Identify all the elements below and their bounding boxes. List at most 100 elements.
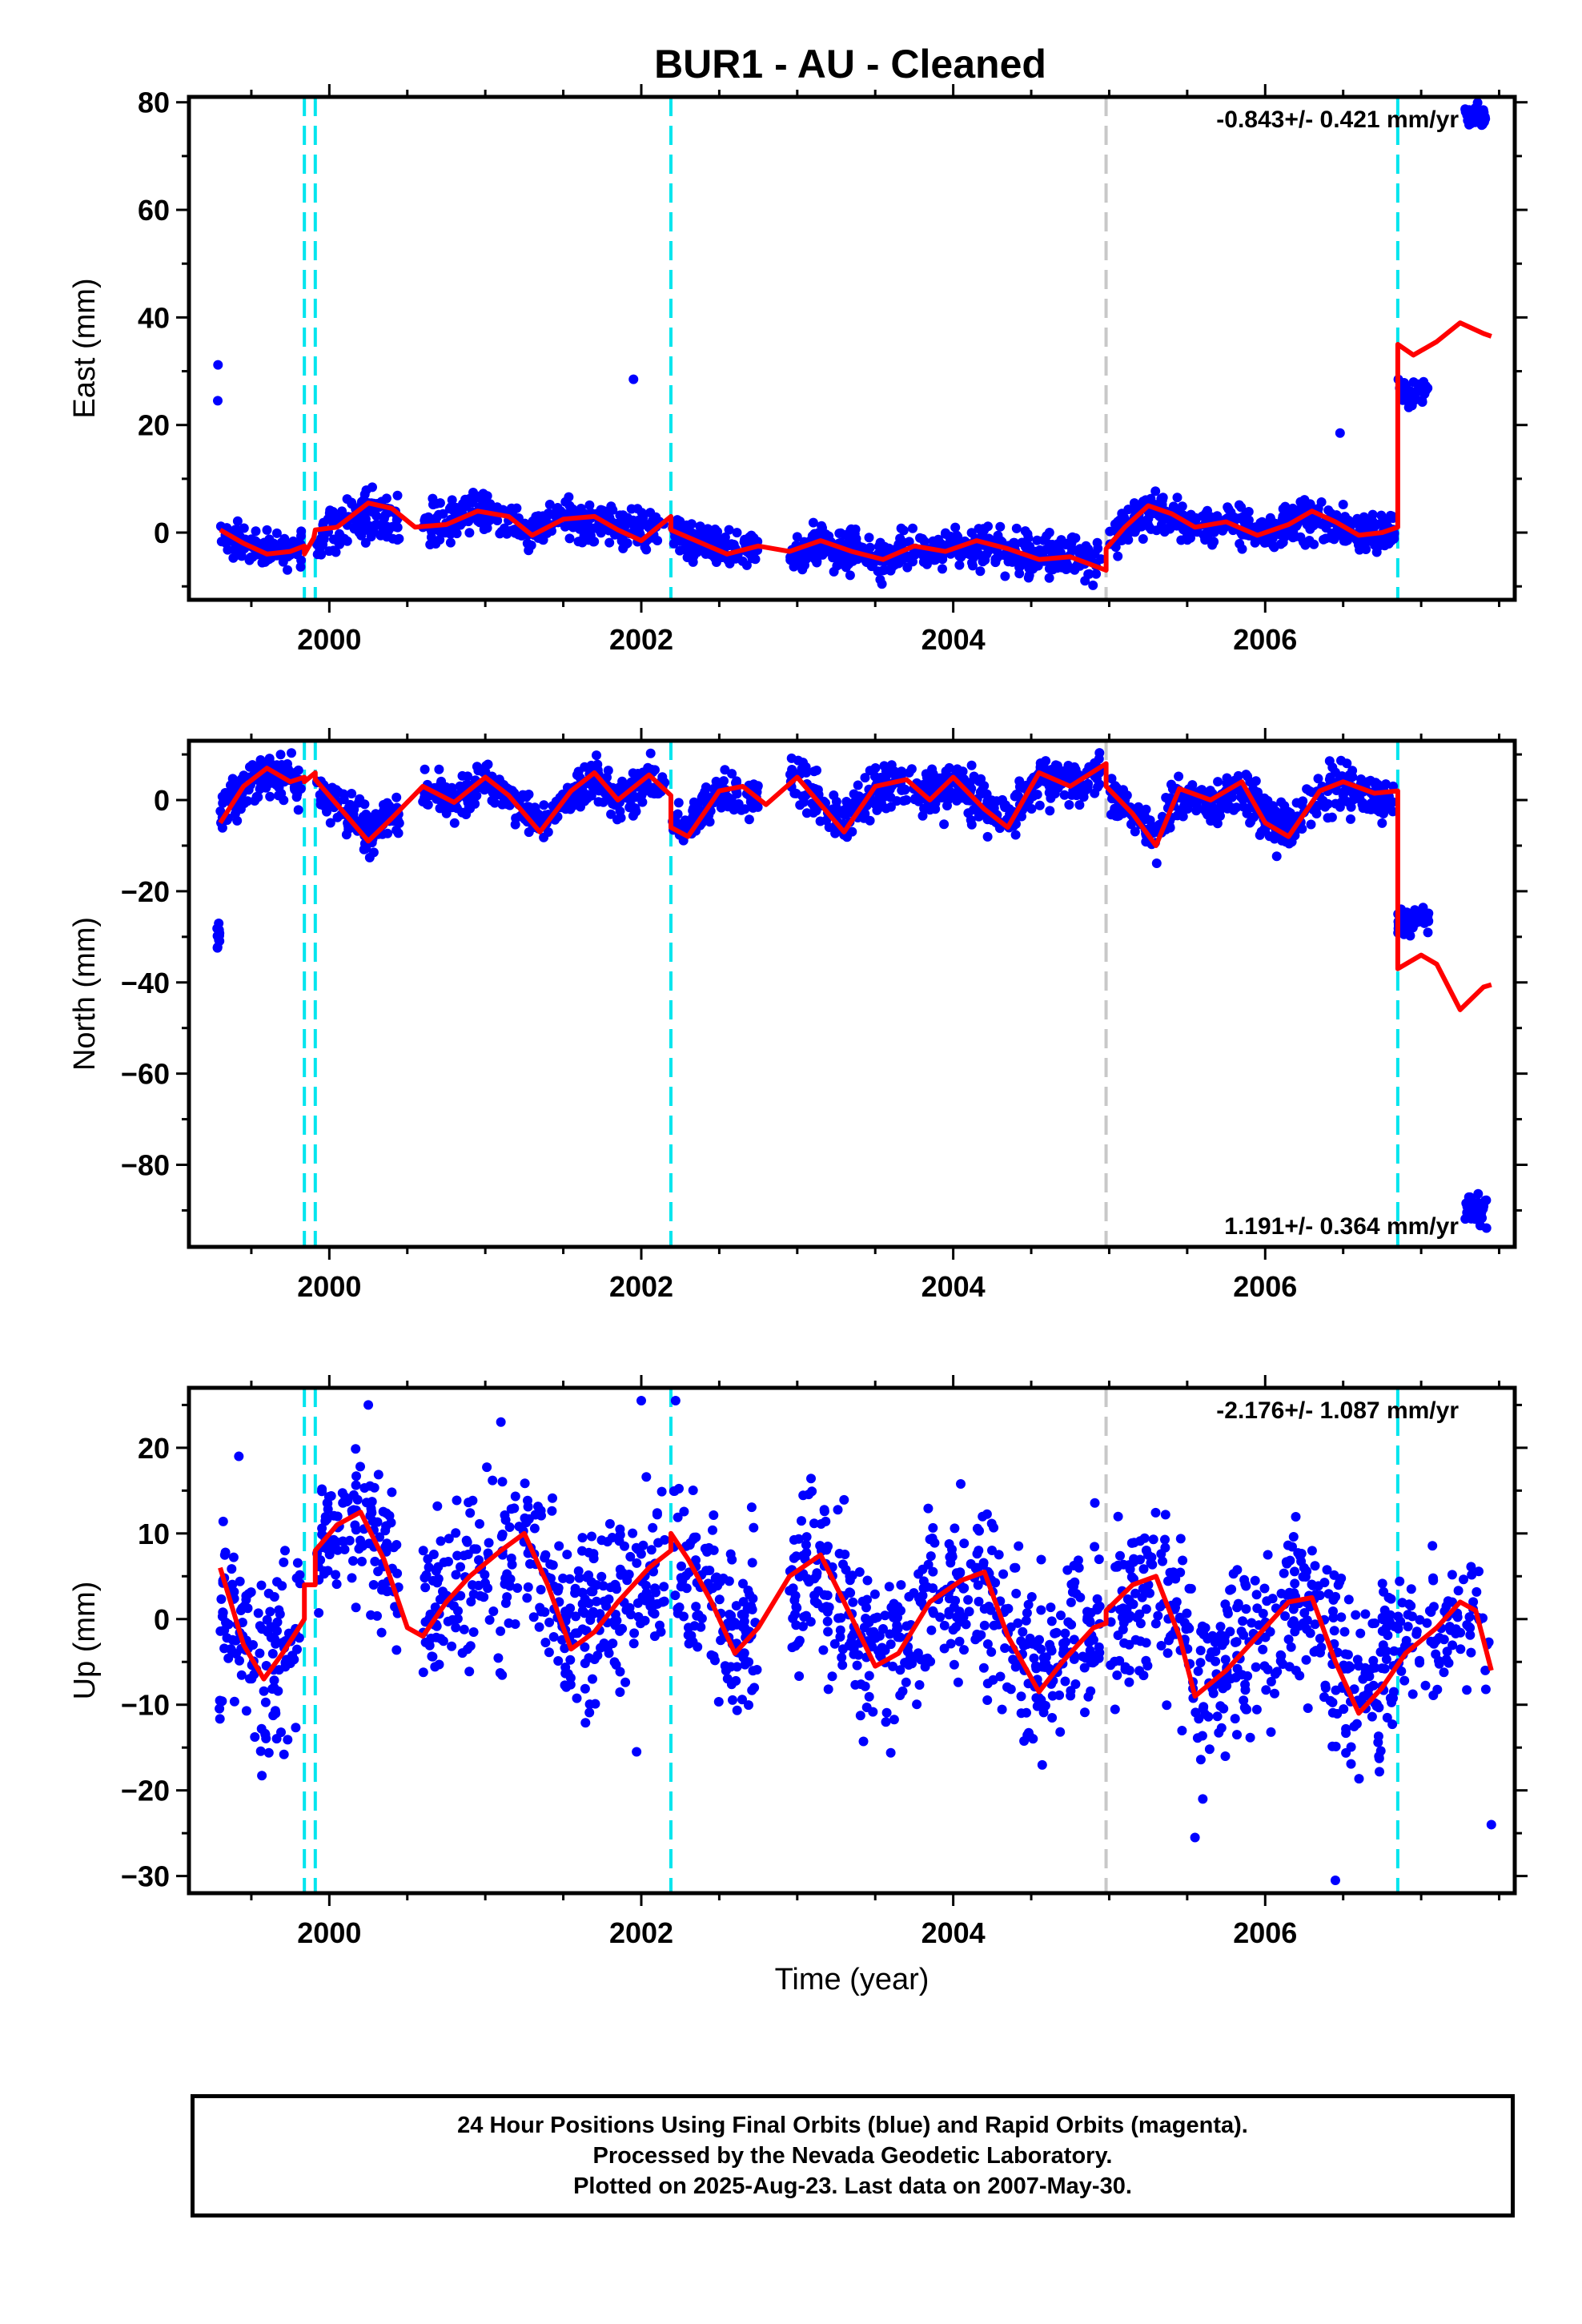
data-point xyxy=(638,1540,648,1550)
data-point xyxy=(670,1590,681,1601)
data-point xyxy=(1184,1583,1195,1594)
data-point xyxy=(1264,802,1275,812)
data-point xyxy=(1275,1650,1286,1660)
data-point xyxy=(572,1693,582,1703)
data-point xyxy=(1024,563,1034,573)
data-point xyxy=(982,1679,993,1689)
data-point xyxy=(726,1679,737,1690)
data-point xyxy=(1082,545,1093,556)
data-point xyxy=(967,557,977,568)
data-point xyxy=(850,1679,861,1690)
data-point xyxy=(1010,1562,1021,1573)
data-point xyxy=(323,1566,333,1576)
data-point xyxy=(880,1610,890,1621)
data-point xyxy=(1331,1741,1341,1751)
data-point xyxy=(828,804,838,814)
data-point xyxy=(239,523,249,533)
data-point xyxy=(215,928,225,939)
data-point xyxy=(445,537,456,548)
data-point xyxy=(853,1650,864,1660)
data-point xyxy=(809,1596,820,1606)
data-point xyxy=(366,1506,376,1517)
data-point xyxy=(860,1681,870,1691)
data-point xyxy=(678,818,689,829)
data-point xyxy=(913,1569,924,1579)
data-point xyxy=(1344,1661,1354,1671)
data-point xyxy=(1058,1638,1068,1649)
data-point xyxy=(552,1586,563,1596)
data-point xyxy=(864,533,874,543)
data-point xyxy=(574,1573,584,1583)
data-point xyxy=(564,1574,575,1584)
data-point xyxy=(564,1607,574,1618)
data-point xyxy=(1083,778,1094,789)
data-point xyxy=(1014,1541,1024,1551)
data-point xyxy=(329,1510,339,1521)
data-point xyxy=(545,1559,556,1570)
data-point xyxy=(544,500,555,509)
data-point xyxy=(266,1632,276,1642)
data-point xyxy=(855,1711,865,1721)
data-point xyxy=(1070,1679,1081,1689)
data-point xyxy=(1335,802,1345,812)
data-point xyxy=(257,1624,267,1634)
data-point xyxy=(801,1540,811,1550)
data-point xyxy=(585,1615,596,1625)
data-point xyxy=(327,1536,338,1546)
data-point xyxy=(1060,1628,1070,1638)
data-point xyxy=(524,545,534,556)
data-point xyxy=(283,565,292,575)
data-point xyxy=(978,1663,989,1673)
data-point xyxy=(347,1573,357,1583)
data-point xyxy=(320,1512,331,1522)
data-point xyxy=(1062,1565,1073,1575)
data-point xyxy=(1370,1618,1380,1628)
data-point xyxy=(1013,1618,1023,1628)
data-point xyxy=(914,1680,925,1690)
data-point xyxy=(956,1479,966,1489)
data-point xyxy=(1044,573,1054,583)
data-point xyxy=(370,1556,380,1566)
data-point xyxy=(1297,824,1307,834)
data-point xyxy=(373,1566,383,1577)
data-point xyxy=(1172,493,1182,503)
data-point xyxy=(1070,762,1080,772)
data-point xyxy=(955,1568,966,1578)
data-point xyxy=(1014,782,1025,792)
data-point xyxy=(592,1580,602,1590)
data-point xyxy=(802,1574,813,1584)
data-point xyxy=(648,1522,658,1533)
data-point xyxy=(798,765,809,775)
data-point xyxy=(910,793,921,803)
data-point xyxy=(580,1659,590,1668)
data-point xyxy=(283,1735,293,1745)
rate-label: 1.191+/- 0.364 mm/yr xyxy=(1224,1213,1459,1240)
data-point xyxy=(850,525,861,534)
data-point xyxy=(1017,811,1026,822)
data-point xyxy=(1302,784,1312,794)
data-point xyxy=(886,760,897,770)
data-point xyxy=(360,537,371,548)
data-point xyxy=(928,1566,938,1577)
data-point xyxy=(223,1653,234,1663)
data-point xyxy=(1090,1542,1100,1552)
data-point xyxy=(420,764,430,774)
data-point xyxy=(377,808,387,818)
data-point xyxy=(897,538,907,549)
data-point xyxy=(315,1555,326,1565)
data-point xyxy=(1286,1642,1296,1652)
data-point xyxy=(652,1510,662,1520)
data-point xyxy=(688,554,698,565)
data-point xyxy=(1295,497,1306,507)
data-point xyxy=(1110,1562,1121,1572)
data-point xyxy=(953,1677,963,1687)
data-point xyxy=(1359,1691,1369,1702)
data-point xyxy=(361,1498,371,1508)
data-point xyxy=(1003,557,1014,567)
data-point xyxy=(840,530,849,540)
data-point xyxy=(391,1645,402,1655)
data-point xyxy=(964,1606,974,1617)
data-point xyxy=(392,1568,403,1578)
data-point xyxy=(570,1588,580,1598)
data-point xyxy=(577,1598,588,1609)
